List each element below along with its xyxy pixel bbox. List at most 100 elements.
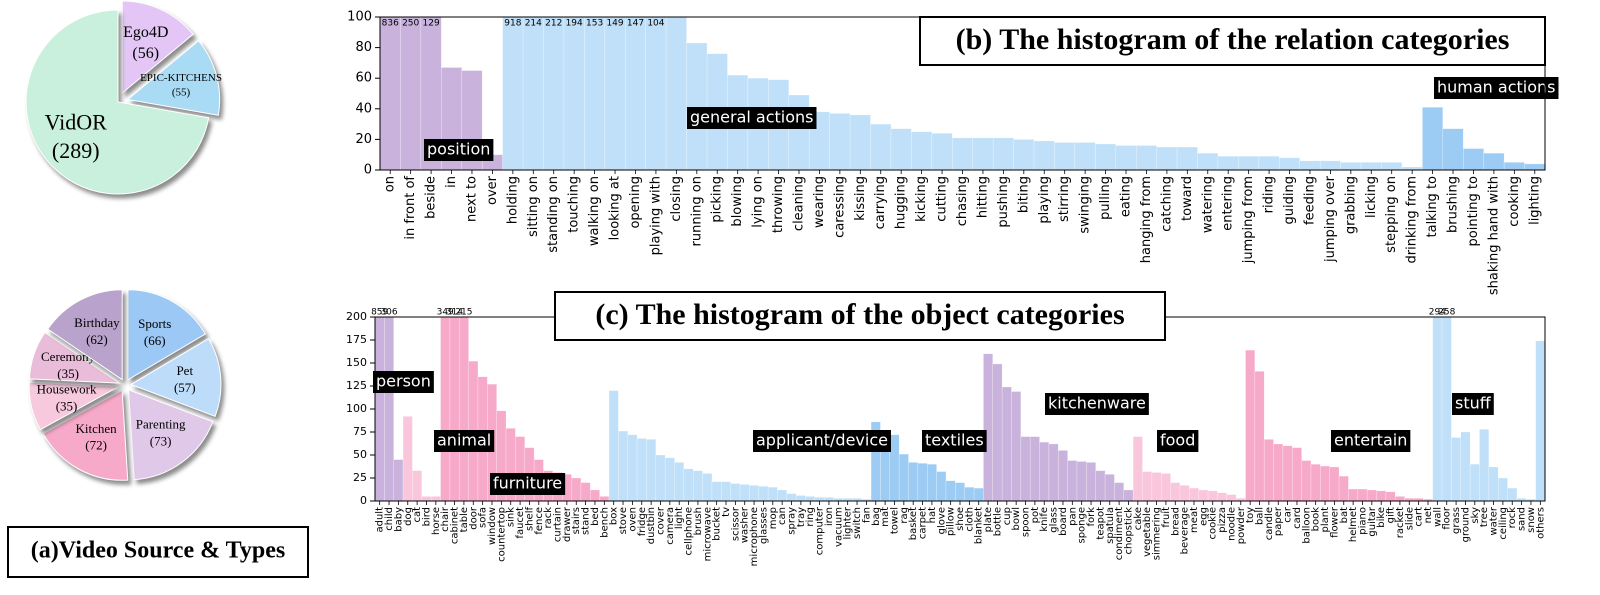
x-tick-label: cabinet xyxy=(450,507,461,544)
x-tick-label: light xyxy=(674,507,685,529)
bars xyxy=(375,317,1545,501)
x-tick-label: curtain xyxy=(553,507,564,542)
x-tick-label: chopstick xyxy=(1123,507,1134,555)
x-tick-label: fruit xyxy=(1161,507,1172,528)
x-tick-label: fork xyxy=(1086,507,1097,527)
x-tick-label: vegetable xyxy=(1142,507,1153,557)
x-tick-label: hitting xyxy=(975,176,990,218)
x-tick-label: feeding xyxy=(1302,176,1317,225)
group-label-box xyxy=(434,430,495,452)
bar xyxy=(1366,489,1377,501)
bar xyxy=(955,482,965,501)
pie-slice xyxy=(129,337,222,417)
title-box xyxy=(919,16,1546,66)
bar xyxy=(739,484,750,501)
group-label-box xyxy=(753,430,891,452)
pie-slice xyxy=(28,331,122,384)
y-tick-label: 125 xyxy=(346,379,367,392)
bar xyxy=(655,454,666,501)
bar xyxy=(1483,152,1505,170)
x-tick-label: fence xyxy=(534,507,545,535)
x-tick-label: can xyxy=(777,507,788,525)
bar xyxy=(1360,162,1382,170)
bar xyxy=(1503,162,1525,170)
group-label: animal xyxy=(437,431,491,450)
x-tick-label: licking xyxy=(1364,176,1379,218)
value-label: 349 xyxy=(437,308,454,318)
bar xyxy=(702,473,713,501)
x-tick-label: glove xyxy=(936,507,947,534)
x-tick-label: catching xyxy=(1159,176,1174,232)
x-tick-label: beside xyxy=(424,176,439,219)
bar xyxy=(384,317,394,501)
x-tick-label: pulling xyxy=(1098,176,1113,220)
x-tick-label: swinging xyxy=(1078,176,1093,234)
x-tick-label: hugging xyxy=(894,176,909,229)
x-tick-label: cat xyxy=(412,507,423,523)
slice-label: Sports xyxy=(138,316,171,331)
x-tick-label: paper xyxy=(1273,506,1284,536)
x-tick-label: in xyxy=(444,176,459,188)
value-label: 153 xyxy=(586,19,603,29)
bar xyxy=(926,463,937,501)
bar xyxy=(580,482,591,501)
x-tick-label: eating xyxy=(1119,176,1134,217)
x-tick-label: kicking xyxy=(914,176,929,222)
bar xyxy=(1170,482,1181,501)
x-tick-label: cellphone xyxy=(684,507,695,556)
x-tick-label: brush xyxy=(693,507,704,535)
x-tick-label: microwave xyxy=(702,507,713,561)
bar xyxy=(964,486,975,501)
x-tick-label: switch xyxy=(852,507,863,539)
x-tick-label: cookie xyxy=(1208,507,1219,539)
chart-title: (c) The histogram of the object categori… xyxy=(595,298,1124,331)
x-tick-label: bottle xyxy=(992,507,1003,536)
bar xyxy=(1451,437,1462,501)
slice-label: EPIC-KITCHENS xyxy=(140,72,222,84)
x-tick-label: cake xyxy=(1133,507,1144,530)
group-label: food xyxy=(1160,431,1195,450)
bar xyxy=(870,123,892,170)
slice-value: (73) xyxy=(150,433,172,448)
x-tick-label: cutting xyxy=(935,176,950,222)
x-tick-label: cloth xyxy=(964,507,975,532)
x-tick-label: door xyxy=(468,506,479,530)
pie-slice xyxy=(42,389,129,481)
x-tick-label: tv xyxy=(721,507,732,517)
bar xyxy=(711,481,722,501)
x-tick-label: egg xyxy=(1198,507,1209,526)
bar xyxy=(608,390,619,501)
x-tick-label: glass xyxy=(1049,507,1060,533)
bar xyxy=(449,317,460,501)
bar xyxy=(1329,466,1340,501)
x-tick-label: window xyxy=(487,507,498,545)
bar xyxy=(1258,155,1280,170)
x-tick-label: holding xyxy=(505,176,520,224)
bar xyxy=(814,497,825,501)
bar xyxy=(393,459,404,501)
bar xyxy=(890,128,912,170)
y-tick-label: 200 xyxy=(346,310,367,323)
x-tick-label: cleaning xyxy=(791,176,806,231)
x-tick-label: pillow xyxy=(946,507,957,536)
bar xyxy=(1095,470,1106,501)
value-label: 215 xyxy=(455,308,472,318)
x-tick-label: rack xyxy=(543,507,554,529)
group-label-box xyxy=(1157,430,1199,452)
bar xyxy=(945,480,956,501)
chart-title: (b) The histogram of the relation catego… xyxy=(956,23,1510,56)
bar xyxy=(1462,148,1484,170)
bar xyxy=(1058,450,1068,501)
x-tick-label: cover xyxy=(655,506,666,535)
bar xyxy=(1054,142,1076,170)
bar xyxy=(983,353,994,501)
x-tick-label: walking on xyxy=(587,176,602,246)
bar xyxy=(1320,465,1330,501)
x-tick-label: countertop xyxy=(496,507,507,562)
x-tick-label: wearing xyxy=(812,176,827,228)
bar xyxy=(931,133,953,170)
x-tick-label: sofa xyxy=(478,507,489,528)
bar xyxy=(430,496,441,501)
bar xyxy=(627,434,638,501)
x-tick-label: shelf xyxy=(524,507,535,531)
